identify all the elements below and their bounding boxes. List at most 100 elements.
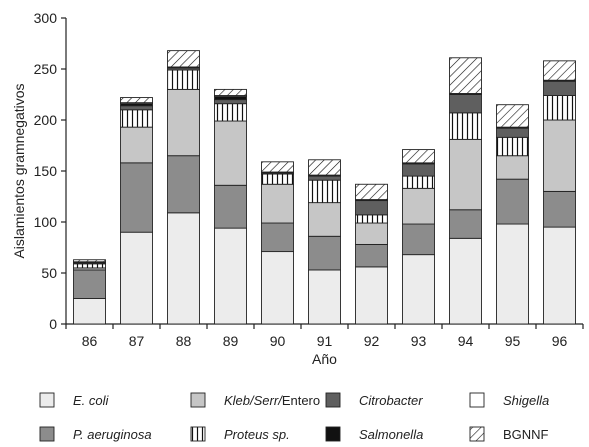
x-tick-label: 90 bbox=[270, 333, 286, 349]
bar-segment-proteus-sp-94 bbox=[449, 112, 482, 140]
bar-segment-p-aeruginosa-92 bbox=[355, 243, 388, 268]
bar-segment-p-aeruginosa-90 bbox=[261, 222, 294, 253]
chart-labels: 0 50 100 150 200 250 300 86 87 88 89 90 91 92 93 94 95 96… bbox=[11, 10, 567, 367]
bar-segment-e-coli-88 bbox=[167, 212, 200, 325]
bar-segment-kleb-serr-entero-90 bbox=[261, 183, 294, 224]
bar-segment-p-aeruginosa-96 bbox=[543, 190, 576, 228]
bar-segment-e-coli-91 bbox=[308, 269, 341, 325]
bar-segment-e-coli-89 bbox=[214, 227, 247, 325]
chart-bars bbox=[73, 50, 576, 325]
x-tick-label: 93 bbox=[411, 333, 427, 349]
bar-segment-citrobacter-87 bbox=[120, 105, 153, 111]
bar-segment-salmonella-89 bbox=[214, 96, 247, 101]
bar-segment-e-coli-90 bbox=[261, 251, 294, 325]
x-tick-label: 89 bbox=[223, 333, 239, 349]
bar-segment-kleb-serr-entero-89 bbox=[214, 120, 247, 186]
bar-segment-p-aeruginosa-95 bbox=[496, 178, 529, 225]
y-tick-label: 200 bbox=[34, 112, 58, 128]
bar-segment-citrobacter-93 bbox=[402, 163, 435, 177]
bar-segment-kleb-serr-entero-93 bbox=[402, 187, 435, 225]
legend-swatch-salmonella bbox=[325, 426, 341, 442]
bar-segment-bgnnf-88 bbox=[167, 50, 200, 68]
bar-segment-proteus-sp-96 bbox=[543, 95, 576, 121]
bar-segment-kleb-serr-entero-88 bbox=[167, 88, 200, 157]
bar-segment-citrobacter-95 bbox=[496, 127, 529, 138]
bar-segment-kleb-serr-entero-95 bbox=[496, 155, 529, 180]
bar-segment-proteus-sp-92 bbox=[355, 214, 388, 224]
bar-segment-e-coli-93 bbox=[402, 254, 435, 325]
bar-segment-e-coli-92 bbox=[355, 266, 388, 325]
legend-swatch-bgnnf bbox=[469, 426, 485, 442]
bar-segment-citrobacter-94 bbox=[449, 94, 482, 114]
legend-swatch-e-coli bbox=[39, 392, 55, 408]
x-tick-label: 88 bbox=[176, 333, 192, 349]
bar-segment-bgnnf-95 bbox=[496, 104, 529, 128]
x-tick-label: 91 bbox=[317, 333, 333, 349]
bar-segment-citrobacter-91 bbox=[308, 175, 341, 181]
bar-segment-proteus-sp-87 bbox=[120, 109, 153, 128]
legend-label-e-coli: E. coli bbox=[73, 393, 110, 408]
bar-segment-bgnnf-87 bbox=[120, 97, 153, 104]
legend-label-kleb-serr-entero: Kleb/Serr/Entero bbox=[224, 393, 320, 408]
bar-segment-proteus-sp-93 bbox=[402, 175, 435, 189]
bar-segment-bgnnf-91 bbox=[308, 159, 341, 176]
bar-segment-bgnnf-92 bbox=[355, 183, 388, 201]
legend-swatch-kleb-serr-entero bbox=[190, 392, 206, 408]
x-tick-label: 96 bbox=[552, 333, 568, 349]
y-axis-title: Aislamientos gramnegativos bbox=[11, 83, 27, 258]
x-tick-label: 92 bbox=[364, 333, 380, 349]
legend-label-bgnnf: BGNNF bbox=[503, 427, 549, 442]
bar-segment-p-aeruginosa-87 bbox=[120, 162, 153, 233]
bar-segment-p-aeruginosa-89 bbox=[214, 184, 247, 229]
bar-segment-kleb-serr-entero-92 bbox=[355, 222, 388, 245]
bar-segment-proteus-sp-88 bbox=[167, 69, 200, 90]
x-axis-title: Año bbox=[312, 351, 337, 367]
bar-segment-proteus-sp-89 bbox=[214, 103, 247, 122]
x-tick-label: 87 bbox=[129, 333, 145, 349]
legend-swatch-citrobacter bbox=[325, 392, 341, 408]
legend-label-proteus-sp: Proteus sp. bbox=[224, 427, 290, 442]
bar-segment-bgnnf-90 bbox=[261, 161, 294, 173]
bar-segment-kleb-serr-entero-91 bbox=[308, 202, 341, 237]
bar-segment-bgnnf-86 bbox=[73, 259, 106, 263]
bar-segment-p-aeruginosa-88 bbox=[167, 155, 200, 214]
bar-segment-e-coli-94 bbox=[449, 237, 482, 325]
bar-segment-e-coli-86 bbox=[73, 298, 106, 325]
x-tick-label: 94 bbox=[458, 333, 474, 349]
bar-segment-e-coli-96 bbox=[543, 226, 576, 325]
legend-label-citrobacter: Citrobacter bbox=[359, 393, 423, 408]
legend-swatch-proteus-sp bbox=[190, 426, 206, 442]
y-tick-label: 300 bbox=[34, 10, 58, 26]
legend-swatch-shigella bbox=[469, 392, 485, 408]
bar-segment-citrobacter-92 bbox=[355, 200, 388, 216]
bar-segment-bgnnf-94 bbox=[449, 57, 482, 94]
bar-segment-proteus-sp-91 bbox=[308, 179, 341, 204]
bar-segment-p-aeruginosa-93 bbox=[402, 223, 435, 256]
bar-segment-p-aeruginosa-86 bbox=[73, 269, 106, 299]
legend-label-salmonella: Salmonella bbox=[359, 427, 423, 442]
bar-segment-proteus-sp-90 bbox=[261, 173, 294, 185]
x-tick-label: 95 bbox=[505, 333, 521, 349]
bar-segment-kleb-serr-entero-96 bbox=[543, 119, 576, 192]
bar-segment-bgnnf-89 bbox=[214, 88, 247, 96]
chart-legend: E. coli Kleb/Serr/Entero Citrobacter Shigel… bbox=[39, 392, 549, 442]
bar-segment-proteus-sp-95 bbox=[496, 136, 529, 157]
legend-label-p-aeruginosa: P. aeruginosa bbox=[73, 427, 152, 442]
bar-segment-bgnnf-96 bbox=[543, 60, 576, 81]
y-tick-label: 150 bbox=[34, 163, 58, 179]
bar-segment-kleb-serr-entero-87 bbox=[120, 126, 153, 164]
y-tick-label: 50 bbox=[41, 265, 57, 281]
y-tick-label: 100 bbox=[34, 214, 58, 230]
bar-segment-citrobacter-96 bbox=[543, 80, 576, 96]
bar-segment-p-aeruginosa-94 bbox=[449, 209, 482, 239]
bar-segment-proteus-sp-86 bbox=[73, 263, 106, 269]
bar-segment-kleb-serr-entero-94 bbox=[449, 138, 482, 211]
bar-segment-e-coli-87 bbox=[120, 231, 153, 325]
legend-swatch-p-aeruginosa bbox=[39, 426, 55, 442]
bar-segment-e-coli-95 bbox=[496, 223, 529, 325]
y-tick-label: 250 bbox=[34, 61, 58, 77]
bar-segment-bgnnf-93 bbox=[402, 149, 435, 164]
bar-segment-p-aeruginosa-91 bbox=[308, 235, 341, 271]
legend-label-shigella: Shigella bbox=[503, 393, 549, 408]
